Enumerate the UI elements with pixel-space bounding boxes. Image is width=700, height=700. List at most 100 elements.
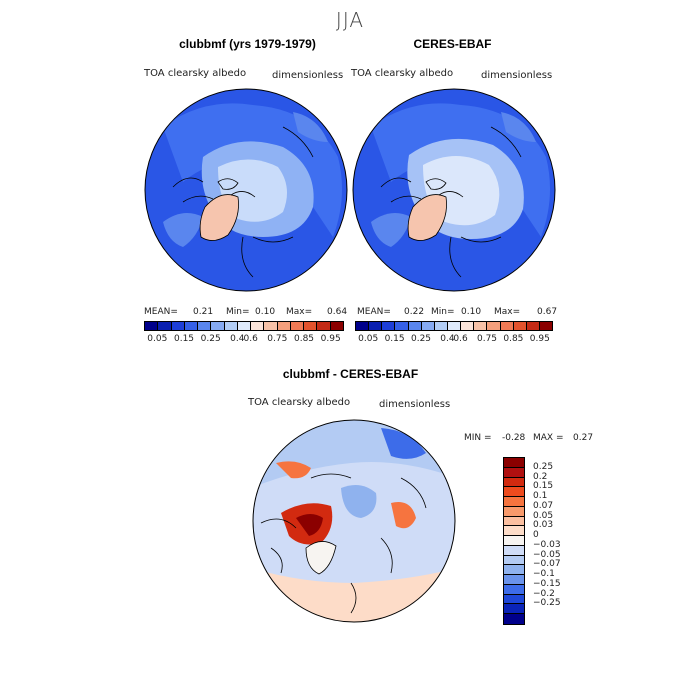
model-units-label: dimensionless xyxy=(272,70,344,81)
diff-colorbar-box xyxy=(504,565,524,575)
model-mean-label: MEAN= xyxy=(144,307,178,317)
diff-colorbar-box xyxy=(504,555,524,566)
diff-colorbar xyxy=(503,457,525,625)
diff-max-value: 0.27 xyxy=(573,433,594,443)
diff-colorbar-box xyxy=(504,526,524,536)
model-colorbar-tick-label: 0.25 xyxy=(200,334,221,344)
diff-colorbar-tick-label: −0.03 xyxy=(533,539,561,550)
diff-colorbar-tick-label: −0.07 xyxy=(533,559,561,570)
diff-colorbar-box xyxy=(504,604,524,614)
diff-colorbar-tick-label: 0.03 xyxy=(533,520,554,531)
model-max-value: 0.64 xyxy=(327,307,348,317)
obs-polar-map xyxy=(352,88,556,292)
model-colorbar-box xyxy=(251,322,265,330)
diff-colorbar-box xyxy=(504,516,524,527)
model-colorbar-box xyxy=(290,322,305,330)
diff-colorbar-tick-label: 0.1 xyxy=(533,491,548,501)
model-mean-value: 0.21 xyxy=(193,307,214,317)
obs-colorbar-box xyxy=(526,322,540,330)
diff-colorbar-ticks: 0.25 0.2 0.15 0.1 0.07 0.05 0.03 0 −0.03 −0.05 −0.… xyxy=(533,457,593,623)
diff-polar-map xyxy=(252,419,456,623)
diff-colorbar-box xyxy=(504,487,524,497)
obs-colorbar-box xyxy=(447,322,462,330)
model-colorbar xyxy=(144,321,344,331)
obs-colorbar-ticks: 0.05 0.15 0.25 0.4 0.6 0.75 0.85 0.95 xyxy=(355,334,553,346)
model-min-value: 0.10 xyxy=(255,307,276,317)
diff-colorbar-tick-label: −0.15 xyxy=(533,578,561,589)
obs-colorbar-box xyxy=(500,322,514,330)
obs-colorbar-box xyxy=(474,322,488,330)
obs-greenland xyxy=(407,194,447,241)
obs-colorbar-tick-label: 0.15 xyxy=(384,334,405,344)
model-colorbar-ticks: 0.05 0.15 0.25 0.4 0.6 0.75 0.85 0.95 xyxy=(144,334,344,346)
model-colorbar-tick-label: 0.6 xyxy=(243,334,258,344)
obs-min-value: 0.10 xyxy=(461,307,482,317)
diff-colorbar-box xyxy=(504,545,524,556)
obs-colorbar-tick-label: 0.6 xyxy=(453,334,468,344)
model-colorbar-box xyxy=(277,322,291,330)
diff-max-label: MAX = xyxy=(533,433,564,443)
diff-colorbar-tick-label: −0.2 xyxy=(533,588,555,599)
model-variable-label: TOA clearsky albedo xyxy=(144,68,247,79)
diff-colorbar-box xyxy=(504,477,524,488)
diff-min-value: -0.28 xyxy=(502,433,526,443)
model-colorbar-tick-label: 0.05 xyxy=(147,334,168,344)
diff-colorbar-box xyxy=(504,497,524,507)
obs-colorbar-tick-label: 0.95 xyxy=(529,334,550,344)
obs-colorbar-box xyxy=(369,322,383,330)
diff-colorbar-box xyxy=(504,536,524,546)
diff-colorbar-box xyxy=(504,575,524,585)
model-colorbar-box xyxy=(145,322,159,330)
diff-panel-title: clubbmf - CERES-EBAF xyxy=(282,367,419,381)
obs-colorbar-box xyxy=(395,322,409,330)
model-colorbar-box xyxy=(237,322,252,330)
obs-colorbar-box xyxy=(513,322,527,330)
diff-colorbar-box xyxy=(504,614,524,624)
obs-units-label: dimensionless xyxy=(481,70,553,81)
model-colorbar-box xyxy=(198,322,212,330)
obs-colorbar-box xyxy=(356,322,370,330)
obs-max-label: Max= xyxy=(494,307,521,317)
diff-negative-anomaly xyxy=(381,428,426,459)
obs-colorbar-box xyxy=(382,322,396,330)
model-colorbar-box xyxy=(224,322,238,330)
diff-colorbar-tick-label: 0.2 xyxy=(533,471,548,482)
diff-colorbar-box xyxy=(504,506,524,517)
diff-variable-label: TOA clearsky albedo xyxy=(248,397,351,408)
obs-colorbar xyxy=(355,321,553,331)
model-greenland xyxy=(199,194,239,241)
obs-colorbar-box xyxy=(539,322,553,330)
diff-colorbar-tick-label: −0.1 xyxy=(533,569,555,579)
model-colorbar-tick-label: 0.15 xyxy=(173,334,195,344)
obs-colorbar-tick-label: 0.05 xyxy=(358,334,379,344)
obs-colorbar-box xyxy=(487,322,501,330)
diff-colorbar-box xyxy=(504,594,524,605)
model-polar-map xyxy=(144,88,348,292)
model-colorbar-tick-label: 0.75 xyxy=(267,334,288,344)
season-title: JJA xyxy=(335,8,365,32)
obs-mean-value: 0.22 xyxy=(404,307,425,317)
model-colorbar-box xyxy=(211,322,225,330)
diff-colorbar-tick-label: 0.07 xyxy=(533,500,554,511)
obs-colorbar-tick-label: 0.75 xyxy=(476,334,498,344)
diff-units-label: dimensionless xyxy=(379,399,451,410)
model-colorbar-box xyxy=(330,322,343,330)
diff-colorbar-box xyxy=(504,458,524,468)
model-colorbar-box xyxy=(317,322,331,330)
model-colorbar-box xyxy=(171,322,185,330)
diff-colorbar-tick-label: 0.25 xyxy=(533,461,554,472)
diff-min-label: MIN = xyxy=(464,433,492,443)
diff-colorbar-tick-label: −0.25 xyxy=(533,598,561,609)
model-min-label: Min= xyxy=(226,307,250,317)
model-colorbar-box xyxy=(184,322,199,330)
obs-min-label: Min= xyxy=(431,307,455,317)
diff-colorbar-box xyxy=(504,584,524,595)
diff-colorbar-tick-label: 0.15 xyxy=(533,481,554,492)
obs-colorbar-tick-label: 0.85 xyxy=(503,334,524,344)
obs-mean-label: MEAN= xyxy=(357,307,391,317)
obs-panel-title: CERES-EBAF xyxy=(413,37,492,51)
diff-colorbar-tick-label: −0.05 xyxy=(533,549,561,560)
obs-variable-label: TOA clearsky albedo xyxy=(351,68,454,79)
obs-max-value: 0.67 xyxy=(537,307,558,317)
obs-colorbar-box xyxy=(461,322,475,330)
